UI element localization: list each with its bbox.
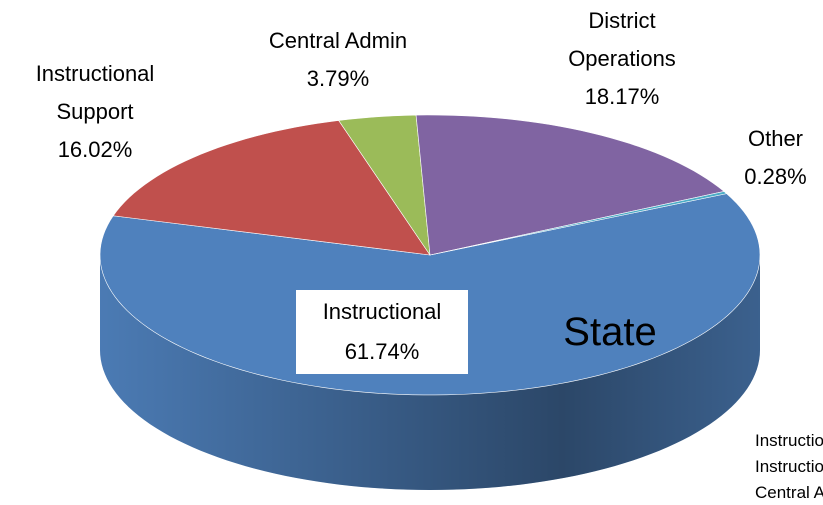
- data-label-name: Other: [747, 126, 804, 151]
- pie-slice: [415, 114, 725, 256]
- data-label-value: 0.28%: [744, 164, 807, 189]
- legend-entry: Instructional: [755, 431, 823, 450]
- pie-slice: [112, 120, 431, 256]
- data-label-value: 3.79%: [306, 66, 370, 91]
- data-label-value: 16.02%: [57, 137, 133, 162]
- legend-entry: Central Admin: [755, 483, 823, 502]
- legend-entry: Instructional Support: [755, 457, 823, 476]
- data-label: District Operations 18.17%: [532, 2, 712, 116]
- data-label-name: Instructional Support: [35, 61, 155, 124]
- data-label: Instructional Support 16.02%: [10, 55, 180, 169]
- pie-side-shade: [100, 255, 760, 490]
- data-label-value: 18.17%: [584, 84, 660, 109]
- data-label-value: 61.74%: [344, 339, 420, 364]
- data-label-name: Central Admin: [268, 28, 408, 53]
- data-label: Instructional 61.74%: [296, 290, 468, 374]
- pie-slice: [429, 191, 728, 256]
- data-label-name: District Operations: [568, 8, 676, 71]
- annotation: State: [563, 310, 656, 354]
- data-label: Central Admin 3.79%: [228, 22, 448, 98]
- data-label: Other 0.28%: [728, 120, 823, 196]
- data-label-name: Instructional: [322, 299, 442, 324]
- pie-slice: [338, 114, 431, 256]
